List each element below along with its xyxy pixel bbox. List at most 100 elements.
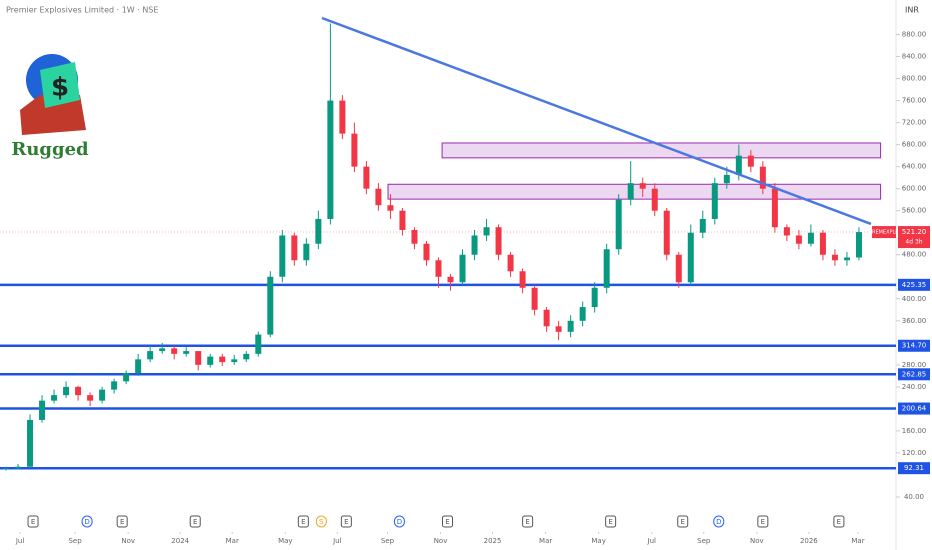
countdown: 4d 3h	[905, 239, 922, 246]
candle-body	[411, 229, 418, 244]
level-label: 425.35	[902, 281, 927, 289]
candle-body	[111, 381, 118, 390]
candle-body	[387, 205, 394, 211]
event-marker	[27, 515, 39, 528]
event-marker	[297, 515, 309, 528]
candle-body	[543, 309, 550, 327]
candle-body	[159, 348, 166, 352]
candle-body	[567, 320, 574, 332]
event-label: E	[31, 518, 35, 526]
level-label: 314.70	[902, 342, 927, 350]
candle-body	[483, 227, 490, 236]
y-tick-label: 40.00	[904, 493, 924, 501]
candle-body	[627, 183, 634, 200]
y-tick-label: 680.00	[902, 141, 927, 149]
svg-text:$: $	[51, 73, 69, 103]
candle-body	[615, 199, 622, 250]
candle-body	[735, 155, 742, 175]
candle-body	[255, 334, 262, 354]
candle-body	[243, 353, 250, 360]
x-tick-label: 2026	[800, 537, 818, 545]
x-tick-label: Jul	[647, 537, 657, 545]
candle-body	[207, 356, 214, 365]
candle-body	[495, 227, 502, 255]
x-tick-label: May	[278, 537, 292, 545]
candle-body	[171, 348, 178, 354]
candle-body	[375, 188, 382, 206]
candle-body	[603, 249, 610, 288]
candle-body	[855, 232, 862, 258]
x-tick-label: Nov	[750, 537, 764, 545]
candle-body	[231, 359, 238, 363]
candle-body	[123, 373, 130, 382]
candle-body	[471, 235, 478, 255]
candle-body	[15, 466, 22, 469]
candle-body	[327, 100, 334, 219]
candle-body	[3, 468, 10, 470]
candle-body	[339, 100, 346, 134]
x-tick-label: Mar	[226, 537, 239, 545]
candle-body	[459, 254, 466, 283]
candle-body	[687, 232, 694, 283]
y-tick-label: 640.00	[902, 163, 927, 171]
candle-body	[195, 351, 202, 365]
event-marker	[340, 515, 352, 528]
level-label: 200.64	[902, 405, 927, 413]
candle-body	[267, 276, 274, 335]
event-label: S	[319, 518, 324, 526]
y-tick-label: 400.00	[902, 295, 927, 303]
price-label: 521.20	[902, 228, 927, 236]
chart-title: Premier Explosives Limited · 1W · NSE	[6, 6, 158, 15]
event-label: E	[301, 518, 305, 526]
candle-body	[279, 235, 286, 277]
candle-body	[795, 235, 802, 244]
zone	[387, 183, 882, 200]
candle-body	[759, 166, 766, 189]
event-marker	[677, 515, 689, 528]
event-marker	[605, 515, 617, 528]
candle-body	[435, 260, 442, 277]
logo: $ Rugged	[11, 54, 89, 160]
candle-body	[423, 243, 430, 261]
level-label-bg	[898, 278, 930, 291]
event-marker	[713, 515, 725, 528]
candle-body	[699, 218, 706, 233]
candle-body	[651, 188, 658, 211]
y-tick-label: 760.00	[902, 97, 927, 105]
event-label: E	[525, 518, 529, 526]
candle-body	[219, 356, 226, 363]
candle-body	[711, 183, 718, 219]
event-label: E	[193, 518, 197, 526]
event-label: D	[84, 518, 89, 526]
event-label: E	[445, 518, 449, 526]
y-tick-label: 120.00	[902, 449, 927, 457]
y-tick-label: 800.00	[902, 75, 927, 83]
event-label: E	[344, 518, 348, 526]
level-label: 92.31	[904, 464, 924, 472]
candle-body	[579, 307, 586, 321]
zone	[441, 142, 882, 159]
candle-body	[291, 235, 298, 261]
x-tick-label: Mar	[539, 537, 552, 545]
x-tick-label: Sep	[697, 537, 711, 545]
candle-body	[843, 257, 850, 261]
y-tick-label: 840.00	[902, 53, 927, 61]
x-tick-label: Jul	[332, 537, 342, 545]
event-marker	[393, 515, 405, 528]
candle-body	[51, 395, 58, 401]
candle-body	[591, 287, 598, 308]
x-tick-label: Mar	[851, 537, 864, 545]
level-label-bg	[898, 339, 930, 352]
event-marker	[81, 515, 93, 528]
x-tick-label: May	[591, 537, 605, 545]
candle-body	[783, 227, 790, 236]
x-tick-label: Nov	[434, 537, 448, 545]
candle-body	[831, 254, 838, 261]
candle-body	[351, 133, 358, 167]
event-label: E	[608, 518, 612, 526]
y-tick-label: 560.00	[902, 207, 927, 215]
event-marker	[833, 515, 845, 528]
level-label-bg	[898, 462, 930, 475]
